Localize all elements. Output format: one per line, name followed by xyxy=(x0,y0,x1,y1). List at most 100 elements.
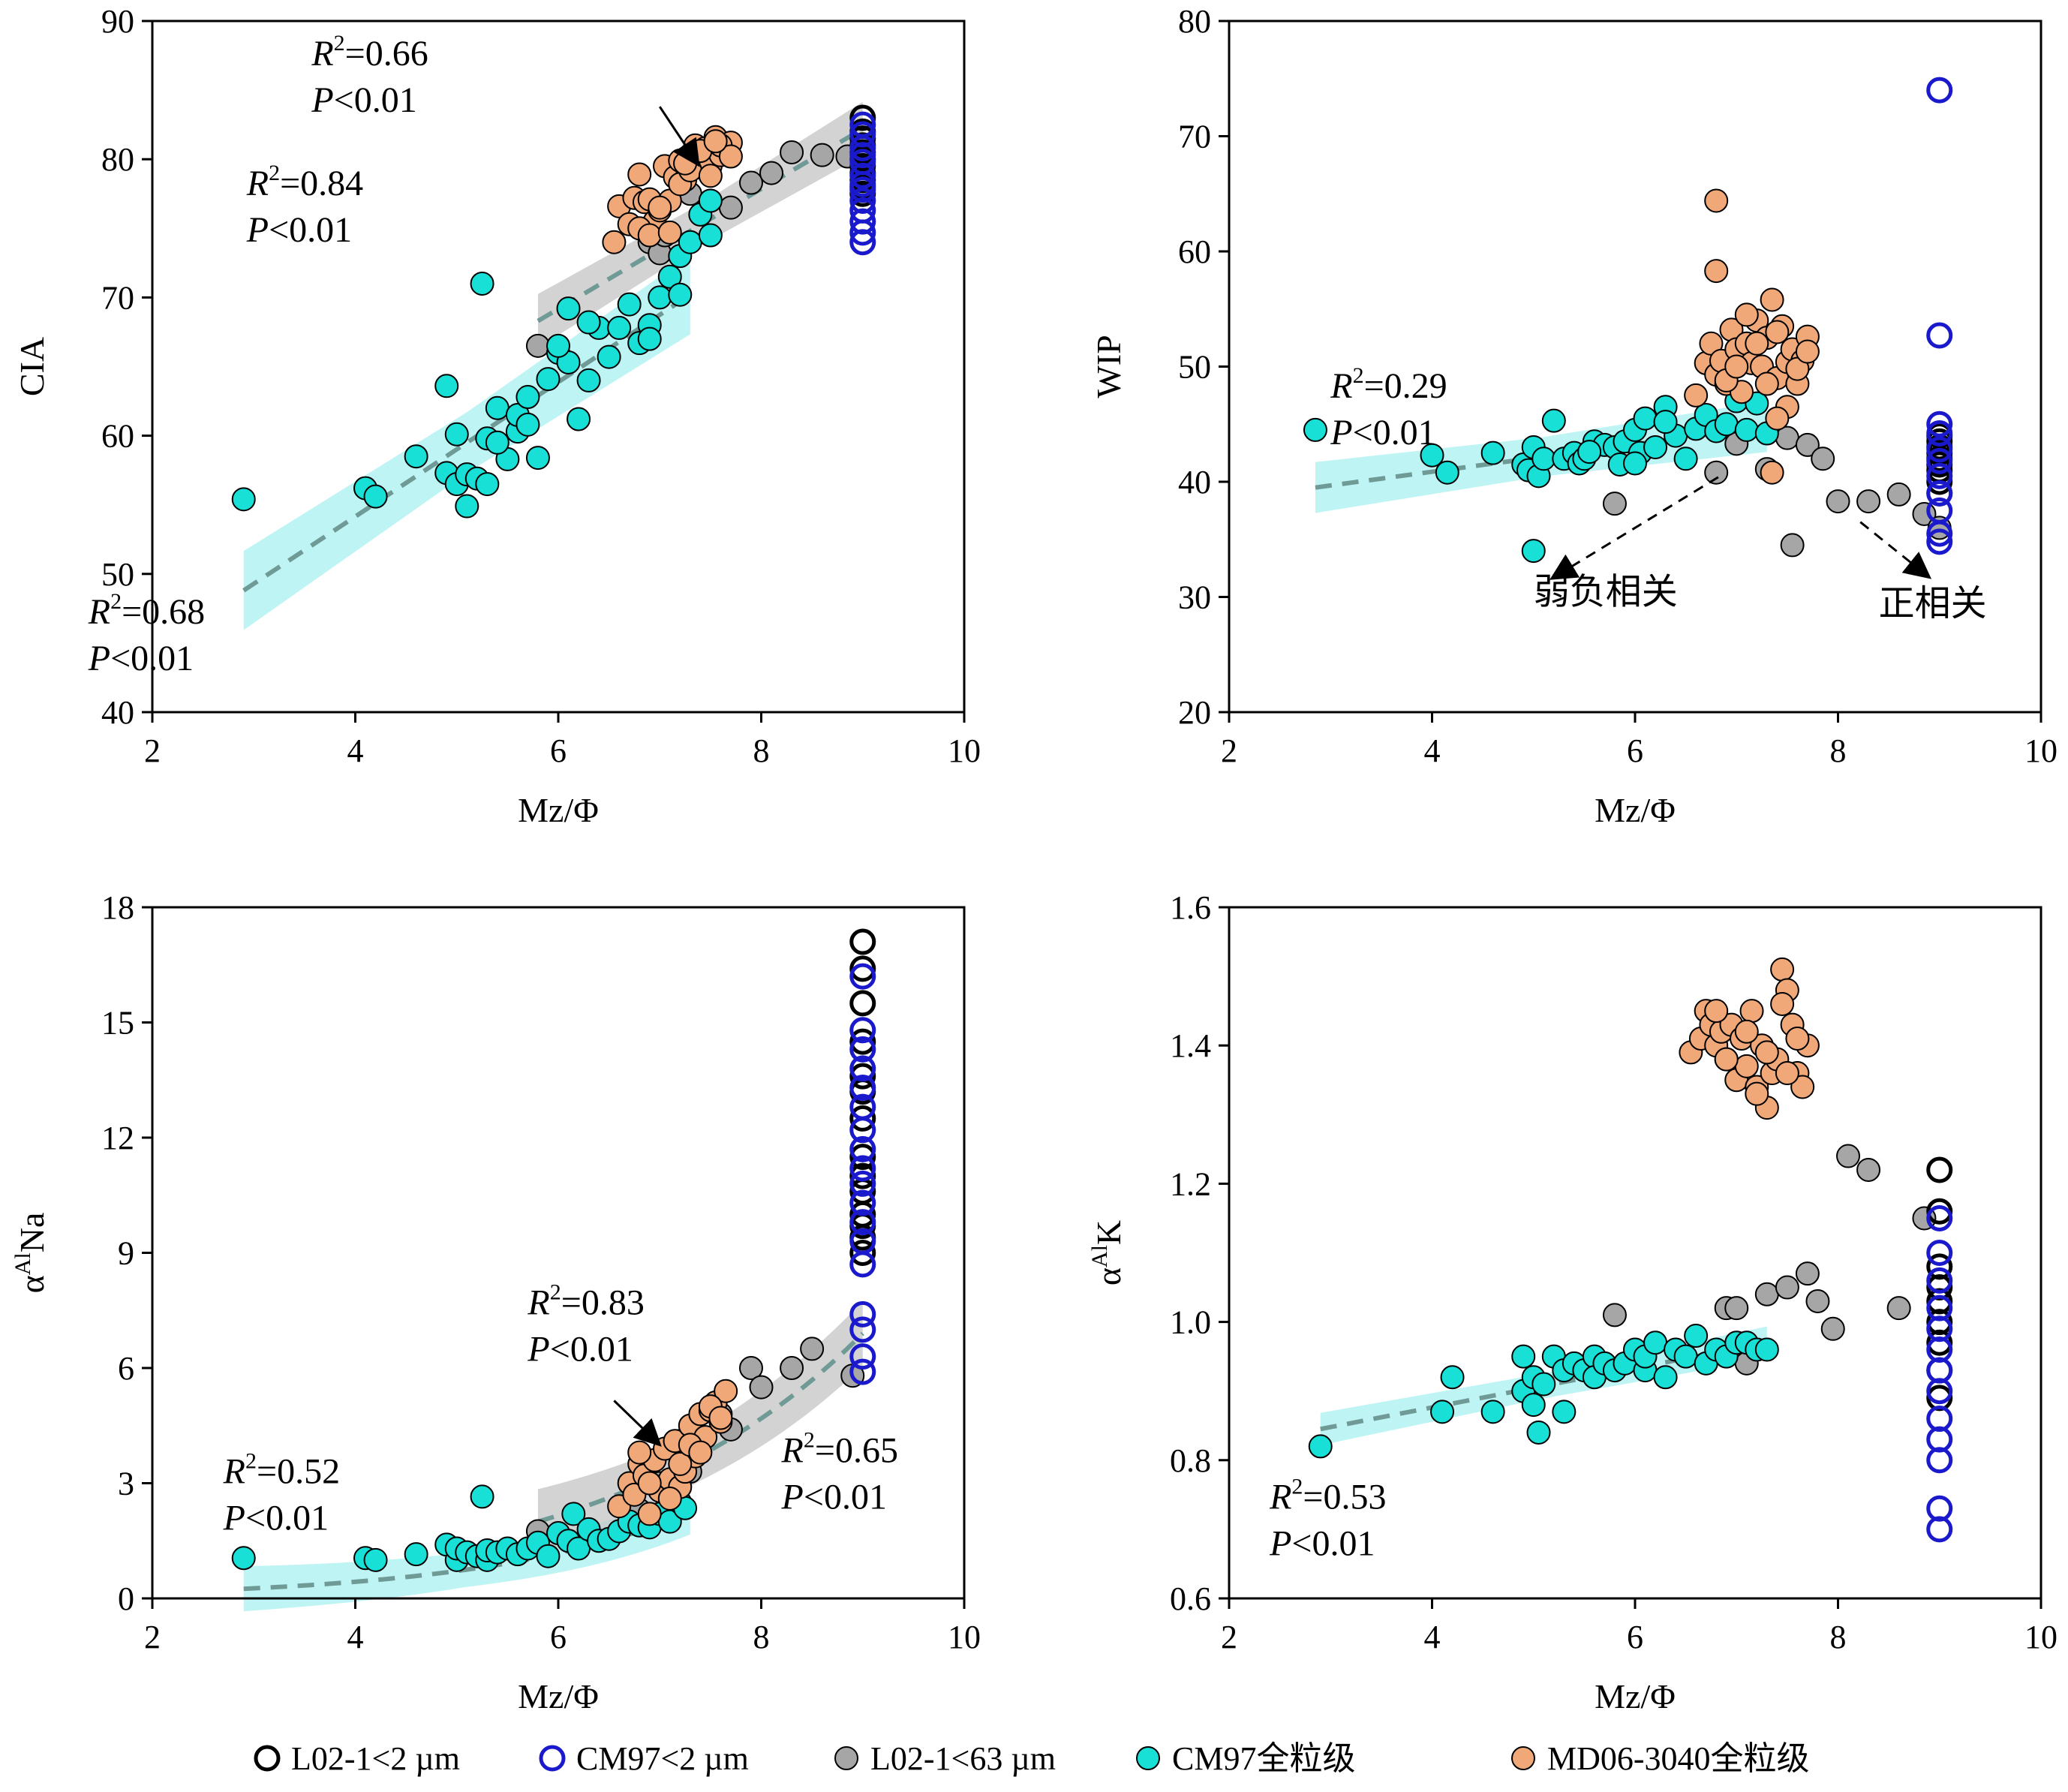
data-point xyxy=(849,1055,876,1082)
data-point xyxy=(1643,434,1668,459)
r2-label: R2=0.84 xyxy=(246,161,363,203)
data-point xyxy=(1795,339,1820,364)
data-point xyxy=(1754,1282,1779,1306)
data-point xyxy=(849,1105,876,1132)
x-tick-label: 4 xyxy=(347,1619,364,1655)
data-point xyxy=(515,385,540,410)
x-tick-label: 4 xyxy=(347,732,364,769)
data-point xyxy=(1430,1400,1455,1424)
data-point xyxy=(849,1162,876,1189)
y-tick-label: 30 xyxy=(1178,579,1211,616)
data-point xyxy=(849,1358,876,1385)
legend-marker xyxy=(539,1745,566,1772)
data-point xyxy=(1673,1344,1698,1369)
data-point xyxy=(1926,410,1953,437)
r2-label: R2=0.52 xyxy=(223,1449,340,1492)
x-axis-label: Mz/Φ xyxy=(1595,1677,1676,1715)
data-point xyxy=(849,219,876,246)
data-point xyxy=(1795,1261,1820,1286)
data-point xyxy=(1653,410,1678,434)
data-point xyxy=(648,285,672,310)
data-point xyxy=(1926,1198,1953,1225)
y-axis-label: CIA xyxy=(13,337,51,396)
data-point xyxy=(404,1542,428,1567)
data-point xyxy=(470,271,494,296)
data-point xyxy=(849,1155,876,1182)
data-point xyxy=(688,1440,713,1465)
data-point xyxy=(849,955,876,982)
data-point xyxy=(849,928,876,955)
data-point xyxy=(1765,406,1790,431)
data-point xyxy=(849,990,876,1017)
y-tick-label: 18 xyxy=(101,889,134,926)
annotation-arrow-0 xyxy=(659,106,700,167)
r2-label: R2=0.53 xyxy=(1269,1474,1386,1517)
data-point xyxy=(1653,1365,1678,1390)
y-tick-label: 1.0 xyxy=(1170,1304,1211,1341)
x-tick-label: 8 xyxy=(753,1619,770,1655)
data-point xyxy=(849,1251,876,1278)
data-point xyxy=(849,1135,876,1162)
series-cm97-bulk xyxy=(231,188,723,519)
data-point xyxy=(1926,1240,1953,1266)
x-tick-label: 6 xyxy=(1627,732,1643,769)
y-tick-label: 1.4 xyxy=(1170,1027,1211,1064)
y-axis-label: αAlK xyxy=(1087,1220,1128,1285)
data-point xyxy=(1926,462,1953,489)
data-point xyxy=(556,296,581,321)
legend-item-md06-bulk: MD06-3040全粒级 xyxy=(1511,1740,1810,1777)
data-point xyxy=(668,1451,693,1476)
data-point xyxy=(1420,443,1444,468)
data-point xyxy=(1754,1040,1779,1065)
data-point xyxy=(1856,489,1881,514)
data-point xyxy=(1926,1516,1953,1543)
data-point xyxy=(698,223,723,248)
r2-label: R2=0.29 xyxy=(1330,363,1447,406)
data-point xyxy=(637,1471,662,1496)
data-point xyxy=(1531,446,1556,471)
chart-cia: 2 4 6 8 10405060708090Mz/ΦCIAR2=0.66P<0.01R2… xyxy=(13,3,981,829)
data-point xyxy=(1926,322,1953,349)
r2-label: R2=0.66 xyxy=(311,31,428,74)
data-point xyxy=(637,223,662,248)
data-point xyxy=(607,315,632,340)
p-label: P<0.01 xyxy=(311,80,416,120)
data-point xyxy=(849,1228,876,1255)
data-point xyxy=(738,1356,763,1380)
data-point xyxy=(576,310,601,335)
data-point xyxy=(363,1547,388,1572)
data-point xyxy=(475,472,500,497)
data-point xyxy=(1684,383,1709,407)
data-point xyxy=(1714,412,1739,437)
data-point xyxy=(1775,1275,1799,1300)
series-md06-bulk xyxy=(1679,957,1820,1120)
x-tick-label: 4 xyxy=(1424,1619,1441,1655)
data-point xyxy=(668,282,693,307)
data-point xyxy=(1760,460,1784,485)
series-cm97-lt2um xyxy=(849,111,876,256)
y-tick-label: 20 xyxy=(1178,694,1211,731)
y-tick-label: 15 xyxy=(101,1005,134,1042)
x-tick-label: 6 xyxy=(550,732,567,769)
x-tick-label: 4 xyxy=(1424,732,1441,769)
legend-item-l02-lt2um: L02-1<2 µm xyxy=(254,1740,460,1777)
stat-annotation-0: R2=0.29 P<0.01 xyxy=(1330,363,1447,453)
y-tick-label: 1.6 xyxy=(1170,889,1211,926)
x-tick-label: 6 xyxy=(1627,1619,1643,1655)
legend-label: L02-1<63 µm xyxy=(870,1740,1056,1777)
series-cm97-lt2um xyxy=(1926,1204,1953,1543)
legend: L02-1<2 µm CM97<2 µm L02-1<63 µm CM97全粒级 MD0… xyxy=(254,1740,1810,1777)
y-tick-label: 0.6 xyxy=(1170,1580,1211,1617)
data-point xyxy=(1826,489,1850,514)
data-point xyxy=(627,162,652,187)
data-point xyxy=(849,1189,876,1216)
data-point xyxy=(849,963,876,990)
y-tick-label: 40 xyxy=(101,694,134,731)
data-point xyxy=(567,407,591,431)
data-point xyxy=(849,1028,876,1055)
correlation-label-0: 弱负相关 xyxy=(1534,573,1678,612)
data-point xyxy=(536,1544,561,1568)
legend-marker xyxy=(1136,1746,1160,1770)
data-point xyxy=(849,1063,876,1090)
legend-label: L02-1<2 µm xyxy=(291,1740,460,1777)
